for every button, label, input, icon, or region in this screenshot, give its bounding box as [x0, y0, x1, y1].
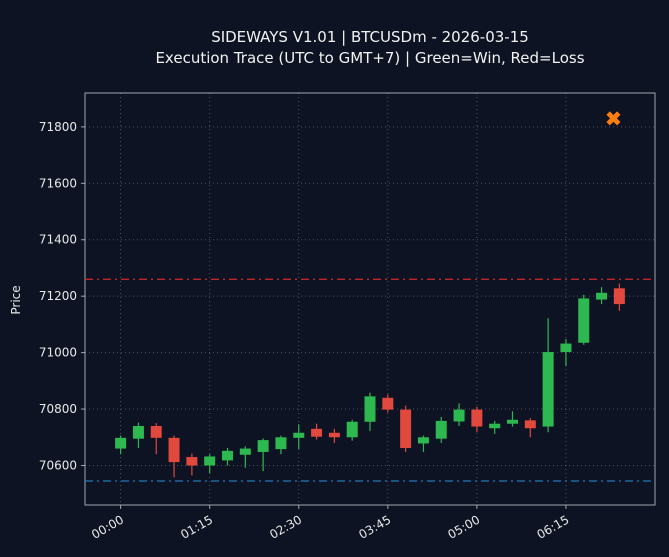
candle-body: [560, 343, 572, 353]
y-axis-label: Price: [9, 285, 23, 314]
candle-body: [132, 425, 144, 439]
y-tick-label: 70600: [39, 458, 77, 472]
candle-body: [596, 292, 608, 300]
threshold-lines: [85, 278, 655, 482]
y-tick-label: 71400: [39, 233, 77, 247]
candle-body: [311, 428, 323, 437]
candle-body: [150, 425, 162, 438]
candle-body: [453, 409, 465, 422]
candle-body: [542, 352, 554, 427]
chart-subtitle: Execution Trace (UTC to GMT+7) | Green=W…: [155, 49, 584, 67]
candle-body: [115, 437, 127, 449]
candles: [115, 283, 625, 478]
candle-body: [524, 420, 536, 429]
candle-body: [328, 432, 340, 438]
candle-body: [293, 432, 305, 438]
y-tick-label: 71600: [39, 176, 77, 190]
candle-body: [489, 423, 501, 429]
candle-body: [400, 409, 412, 448]
candle-body: [346, 421, 358, 438]
exit-x-marker-icon: [606, 111, 621, 126]
candle-body: [364, 396, 376, 422]
candle-body: [168, 437, 180, 463]
candle-body: [257, 440, 269, 452]
y-tick-label: 70800: [39, 402, 77, 416]
exit-marker-layer: [606, 111, 621, 126]
candle-body: [471, 409, 483, 427]
candle-body: [204, 456, 216, 466]
candle-body: [275, 437, 287, 450]
candle-body: [222, 450, 233, 461]
y-tick-label: 71200: [39, 289, 77, 303]
candle-body: [382, 397, 394, 410]
candle-body: [435, 420, 447, 439]
candle-body: [239, 448, 251, 455]
candle-body: [186, 457, 198, 466]
y-tick-label: 71000: [39, 346, 77, 360]
candle-body: [578, 298, 590, 343]
candle-body: [417, 437, 429, 444]
chart-title: SIDEWAYS V1.01 | BTCUSDm - 2026-03-15: [211, 28, 529, 46]
plot-border: [84, 92, 656, 506]
marker-arm: [606, 111, 621, 126]
candle-body: [507, 419, 518, 424]
y-tick-label: 71800: [39, 120, 77, 134]
candle-body: [613, 288, 625, 305]
